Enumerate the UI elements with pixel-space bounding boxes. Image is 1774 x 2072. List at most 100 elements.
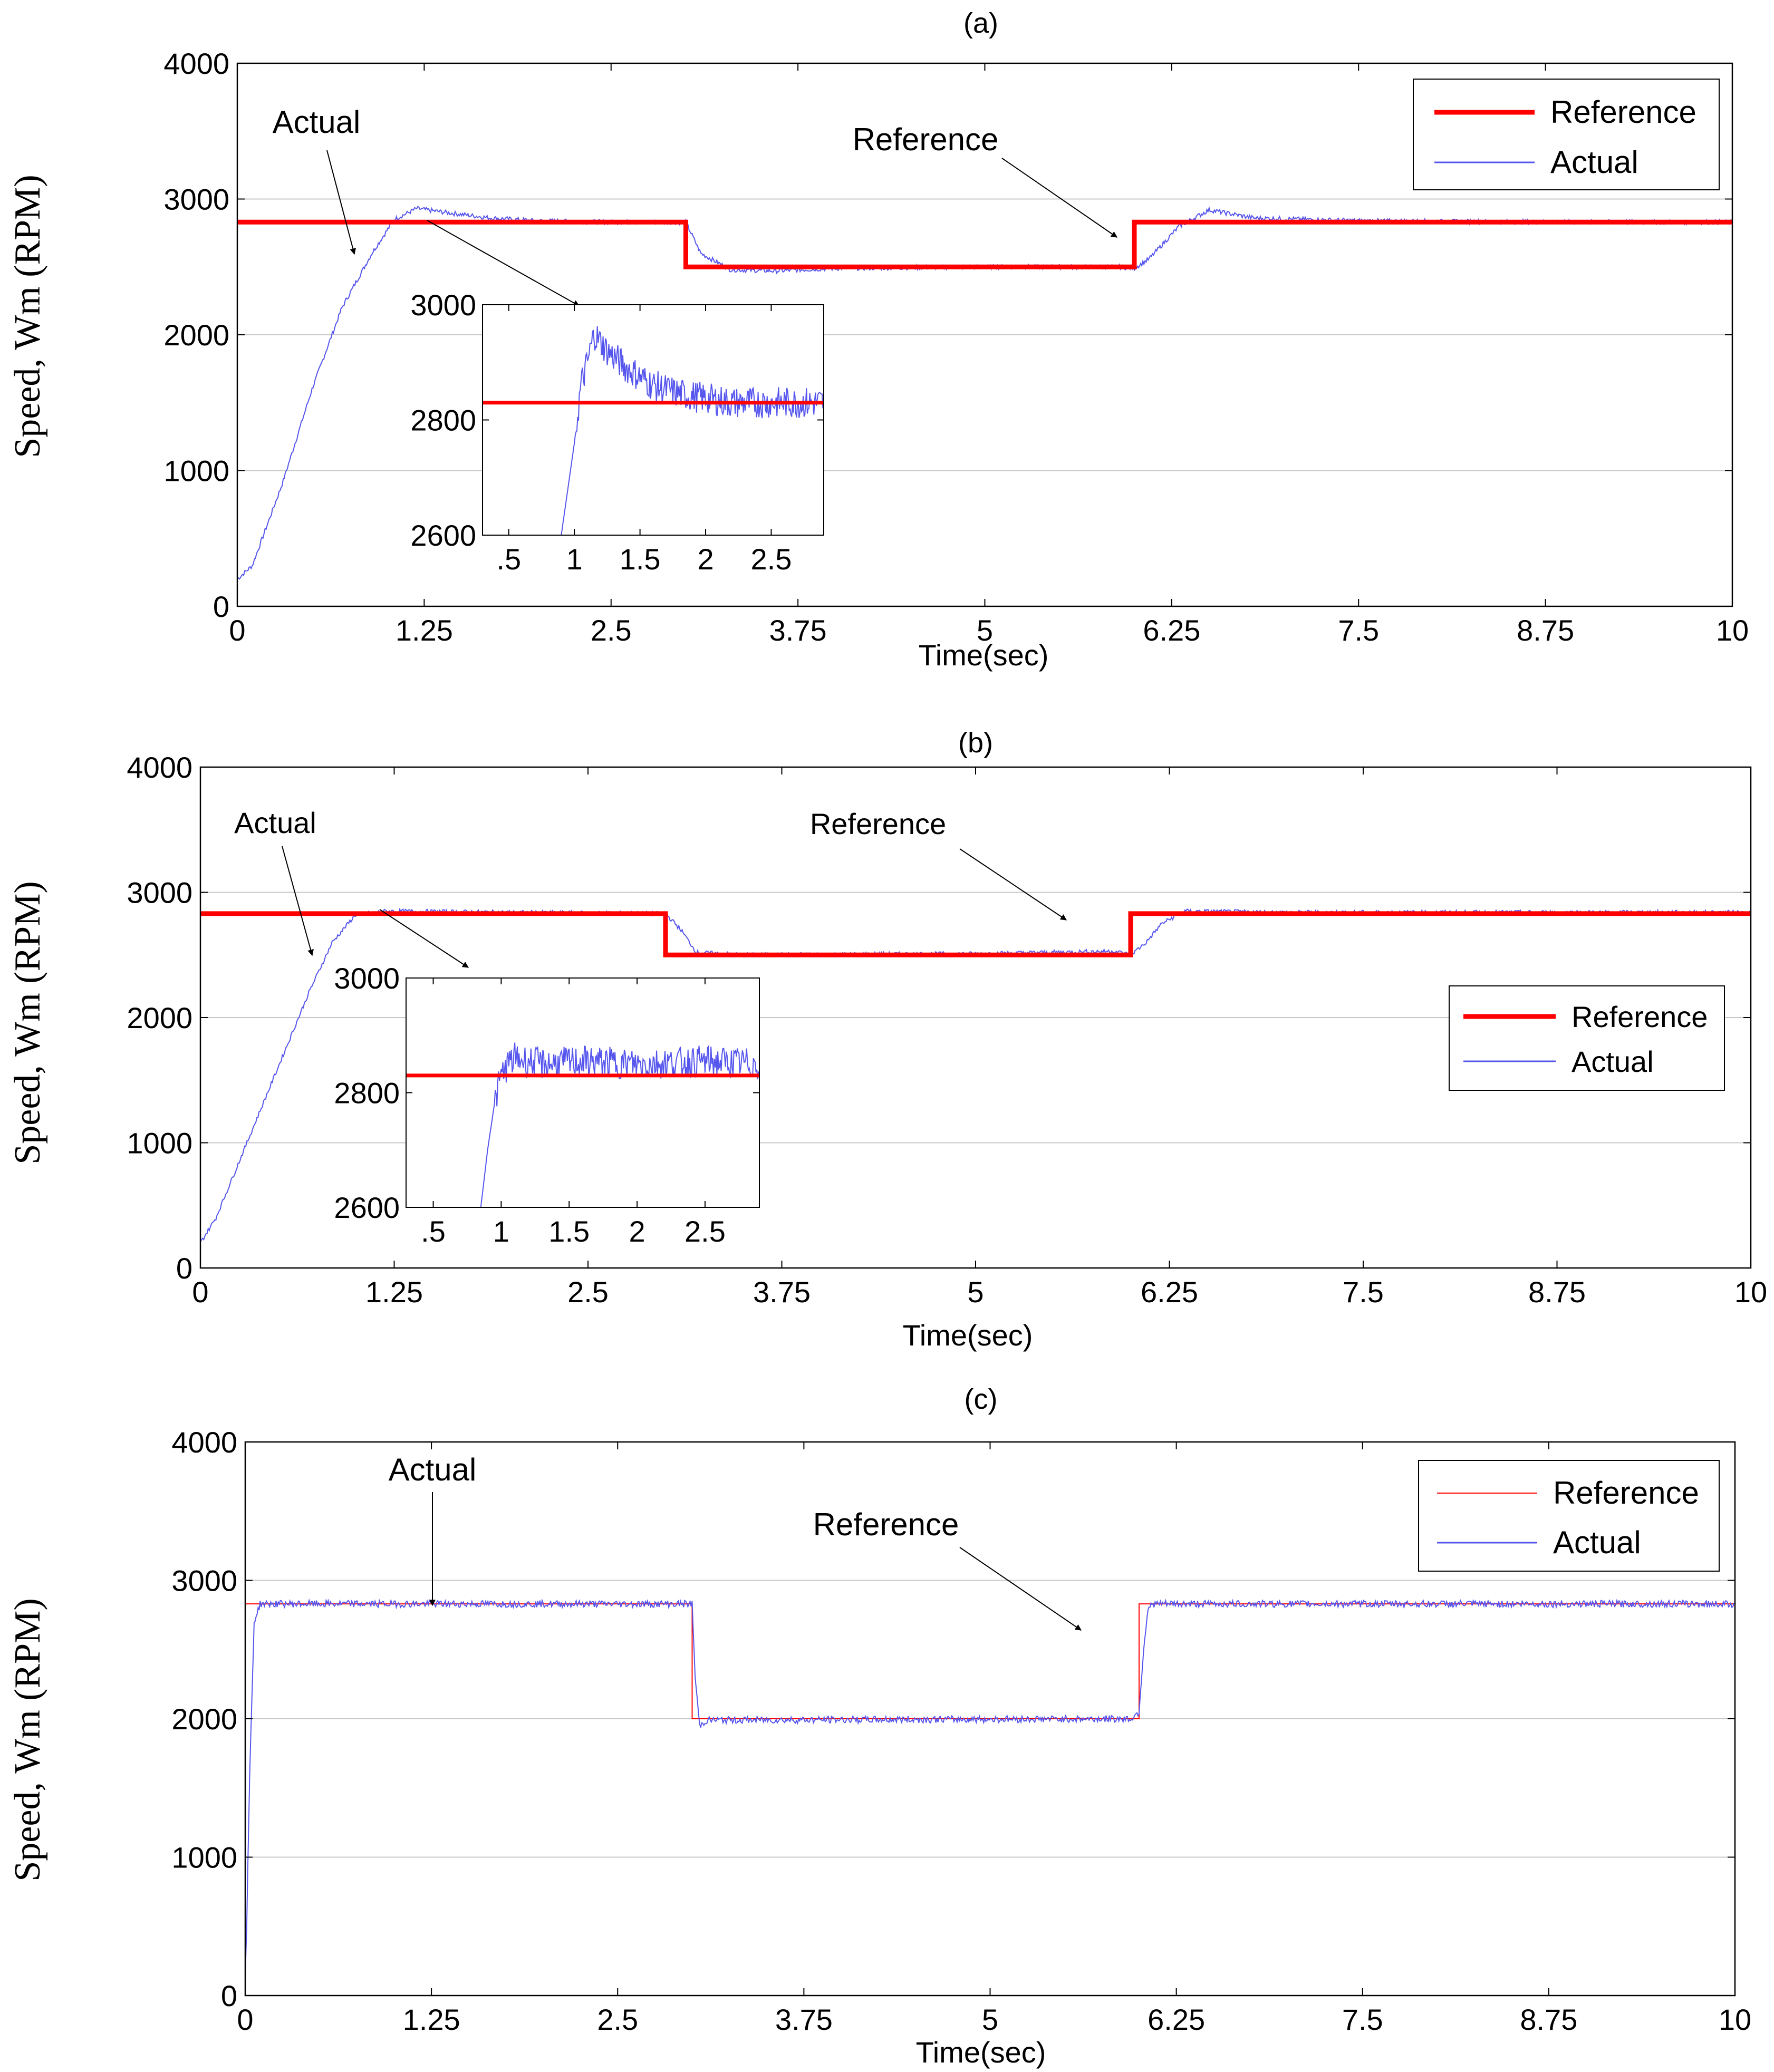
legend-box (1449, 985, 1725, 1091)
x-tick-label: 6.25 (1148, 2003, 1205, 2036)
inset-x-tick-label: 2 (697, 543, 714, 576)
series-layer (237, 206, 1733, 580)
x-tick-label: 2.5 (567, 1275, 609, 1309)
inset-pointer-arrow (379, 909, 469, 968)
inset-x-tick-label: 2.5 (684, 1215, 726, 1248)
legend-actual-label: Actual (1553, 1525, 1641, 1560)
y-tick-label: 4000 (163, 47, 229, 80)
inset-tick-layer: 2600 2800 3000 .5 1 1.5 2 2.5 (410, 288, 824, 576)
legend-box (1413, 79, 1720, 190)
x-tick-label: 6.25 (1141, 1275, 1198, 1309)
legend-actual-label: Actual (1550, 144, 1638, 180)
inset-x-tick-label: 2.5 (751, 543, 792, 576)
x-tick-label: 6.25 (1143, 614, 1200, 647)
y-tick-label: 2000 (171, 1702, 237, 1736)
inset-x-tick-label: .5 (421, 1215, 446, 1248)
legend-reference-label: Reference (1571, 1000, 1708, 1033)
x-tick-label: 5 (977, 614, 993, 647)
x-tick-label: 1.25 (396, 614, 453, 647)
inset-actual-line (561, 326, 824, 536)
legend: Reference Actual (1413, 79, 1720, 190)
inset-x-tick-label: .5 (496, 543, 521, 576)
inset-y-tick-label: 2600 (410, 519, 476, 552)
x-tick-label: 2.5 (597, 2003, 638, 2036)
x-axis-label: Time(sec) (903, 1319, 1033, 1352)
y-tick-label: 1000 (171, 1841, 237, 1874)
x-axis-label: Time(sec) (916, 2036, 1046, 2069)
legend-box (1418, 1460, 1720, 1572)
y-tick-label: 0 (213, 590, 229, 623)
x-tick-label: 10 (1716, 614, 1749, 647)
x-tick-label: 3.75 (775, 2003, 833, 2036)
y-axis-label: Speed, Wm (RPM) (7, 1598, 48, 1881)
y-axis-label: Speed, Wm (RPM) (7, 881, 48, 1164)
x-tick-label: 3.75 (753, 1275, 811, 1309)
annotation-reference: Reference (810, 807, 946, 840)
annotation-reference-arrow (959, 848, 1067, 921)
y-tick-label: 3000 (163, 183, 229, 216)
chart-title: (b) (958, 727, 993, 759)
annotation-actual: Actual (234, 806, 316, 839)
inset-x-tick-label: 1.5 (548, 1215, 590, 1248)
y-tick-label: 0 (176, 1252, 192, 1285)
inset-pointer-arrow (427, 220, 580, 306)
y-tick-label: 0 (221, 1979, 237, 2012)
inset-y-tick-label: 2600 (334, 1191, 400, 1224)
reference-series-line (237, 219, 1732, 269)
y-tick-label: 1000 (127, 1127, 192, 1160)
y-tick-label: 1000 (163, 454, 229, 488)
x-tick-label: 7.5 (1342, 2003, 1383, 2036)
chart-panel-c: 0 1000 2000 3000 4000 0 1.25 2.5 3.75 5 6.25 7.5 8.7… (7, 1383, 1751, 2069)
legend: Reference Actual (1418, 1460, 1720, 1572)
inset-y-tick-label: 2800 (410, 404, 476, 437)
x-tick-label: 7.5 (1343, 1275, 1384, 1309)
x-tick-label: 10 (1719, 2003, 1751, 2036)
inset-background (406, 978, 759, 1207)
annotation-reference-arrow (959, 1547, 1082, 1631)
y-tick-label: 2000 (163, 318, 229, 352)
inset-plot: 2600 2800 3000 .5 1 1.5 2 2.5 (410, 288, 824, 576)
y-tick-label: 3000 (171, 1564, 237, 1597)
x-tick-label: 0 (192, 1275, 208, 1309)
x-axis-label: Time(sec) (919, 638, 1049, 672)
y-axis-label: Speed, Wm (RPM) (7, 175, 48, 458)
reference-series-line (200, 911, 1751, 957)
inset-y-tick-label: 3000 (334, 962, 400, 995)
x-tick-label: 8.75 (1528, 1275, 1586, 1309)
chart-title: (c) (965, 1383, 998, 1415)
x-tick-label: 1.25 (365, 1275, 423, 1309)
reference-series-line (245, 1603, 1735, 1719)
x-tick-label: 1.25 (403, 2003, 460, 2036)
legend: Reference Actual (1449, 985, 1725, 1091)
y-tick-label: 3000 (127, 876, 192, 909)
annotation-actual-arrow (326, 150, 356, 255)
annotation-reference: Reference (813, 1507, 959, 1542)
legend-reference-label: Reference (1553, 1475, 1699, 1511)
inset-series-layer (406, 1042, 759, 1208)
annotation-actual: Actual (389, 1452, 477, 1487)
annotation-reference: Reference (853, 122, 999, 157)
y-tick-label: 4000 (127, 751, 192, 784)
inset-x-tick-label: 2 (629, 1215, 645, 1248)
annotation-actual: Actual (273, 104, 361, 140)
x-tick-label: 3.75 (769, 614, 827, 647)
inset-tick-layer: 2600 2800 3000 .5 1 1.5 2 2.5 (334, 962, 759, 1248)
x-tick-label: 2.5 (591, 614, 632, 647)
inset-series-layer (483, 326, 824, 536)
inset-x-tick-label: 1.5 (620, 543, 661, 576)
actual-series-line (245, 1598, 1736, 1981)
y-tick-label: 2000 (127, 1001, 192, 1034)
legend-actual-label: Actual (1571, 1045, 1654, 1078)
inset-x-tick-label: 1 (566, 543, 583, 576)
x-tick-label: 0 (237, 2003, 253, 2036)
annotation-reference-arrow (1001, 158, 1117, 238)
series-layer (245, 1598, 1736, 1981)
y-tick-label: 4000 (171, 1426, 237, 1459)
x-tick-label: 0 (229, 614, 245, 647)
x-tick-label: 5 (982, 2003, 998, 2036)
